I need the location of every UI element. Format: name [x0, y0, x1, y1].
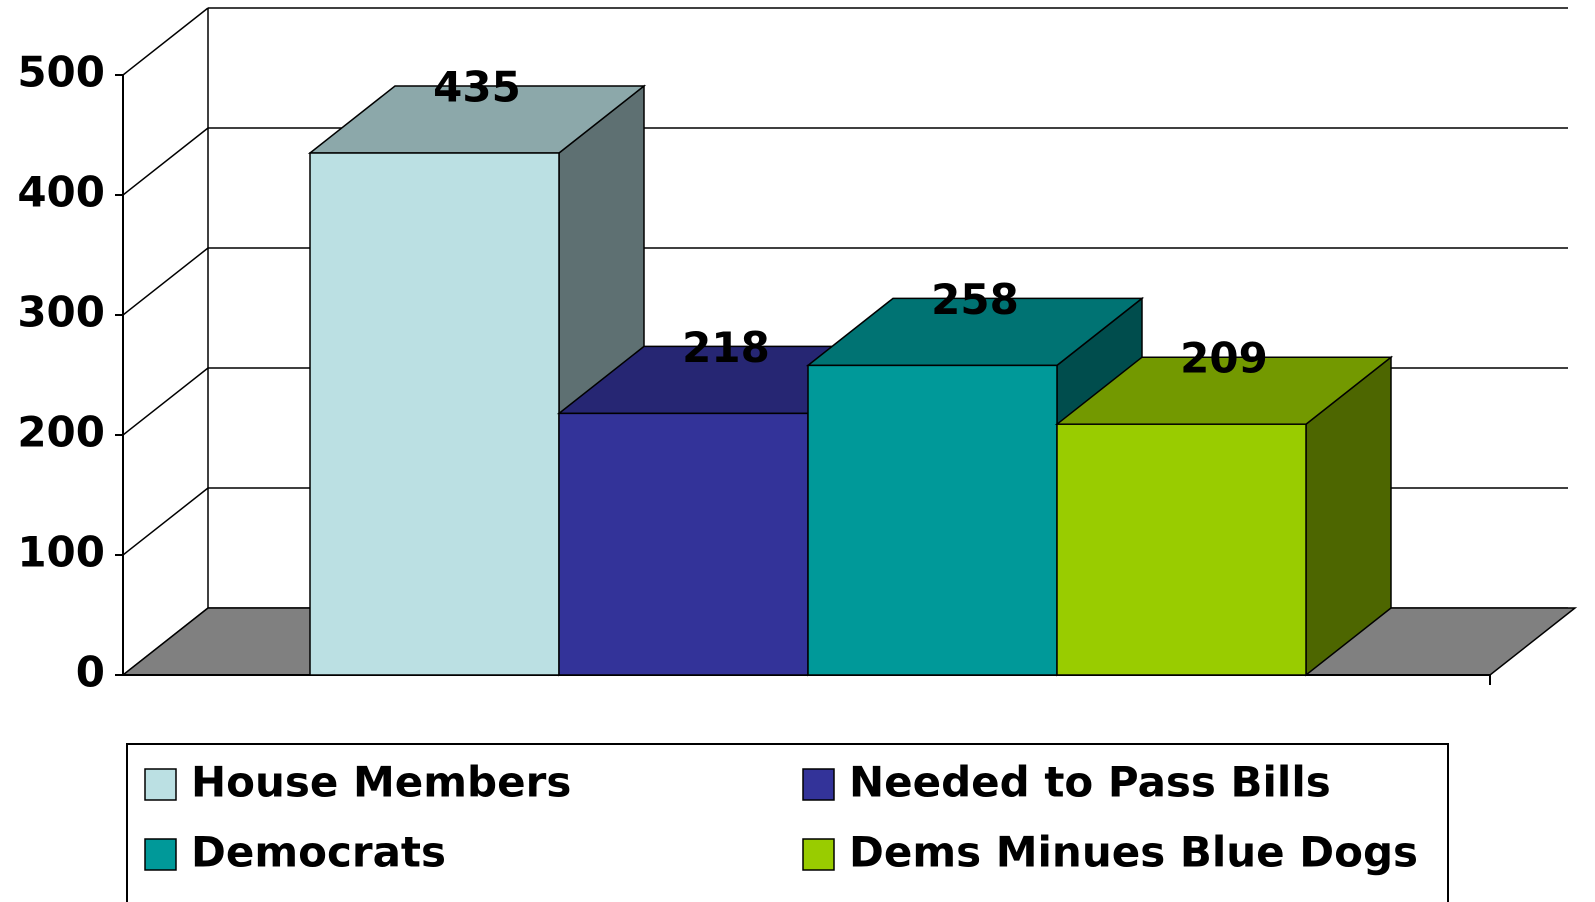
bar [807, 364, 1058, 676]
y-tick-label: 300 [17, 288, 105, 337]
value-label: 435 [433, 63, 521, 112]
legend-label: Needed to Pass Bills [849, 758, 1331, 807]
y-tick-label: 200 [17, 408, 105, 457]
grid-line-side [122, 247, 209, 316]
legend-label: House Members [191, 758, 571, 807]
bar [309, 152, 560, 676]
y-tick-label: 400 [17, 168, 105, 217]
legend-label: Democrats [191, 828, 446, 877]
legend-label: Dems Minues Blue Dogs [849, 828, 1418, 877]
grid-line-side [122, 127, 209, 196]
legend-swatch [802, 768, 835, 801]
legend-box [126, 743, 1449, 902]
grid-line-side [122, 487, 209, 556]
grid-line-side [122, 7, 209, 76]
legend-swatch [144, 768, 177, 801]
bar [1056, 423, 1307, 676]
y-tick-label: 100 [17, 528, 105, 577]
value-label: 258 [931, 275, 1019, 324]
y-tick-label: 0 [76, 648, 105, 697]
legend-swatch [144, 838, 177, 871]
legend-swatch [802, 838, 835, 871]
y-tick-label: 500 [17, 48, 105, 97]
grid-line-side [122, 367, 209, 436]
value-label: 218 [682, 323, 770, 372]
value-label: 209 [1180, 334, 1268, 383]
bar [558, 412, 809, 676]
